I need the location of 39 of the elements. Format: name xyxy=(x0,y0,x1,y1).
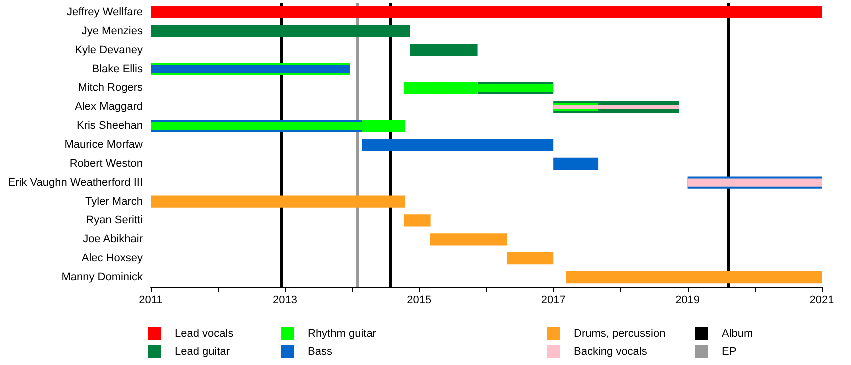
y-tick-label: Ryan Seritti xyxy=(86,214,143,227)
legend-label: Lead vocals xyxy=(175,328,234,340)
bar xyxy=(151,196,406,208)
bar xyxy=(404,214,431,227)
bar xyxy=(362,138,554,152)
y-tick-label: Alex Maggard xyxy=(75,101,143,114)
legend-label: Bass xyxy=(308,346,332,358)
y-tick-label: Blake Ellis xyxy=(92,63,144,76)
y-tick-label: Erik Vaughn Weatherford III xyxy=(8,176,143,189)
legend-label: Drums, percussion xyxy=(574,328,666,340)
bar xyxy=(410,44,478,56)
y-tick-label: Manny Dominick xyxy=(62,272,144,284)
legend-label: EP xyxy=(722,346,737,358)
bar xyxy=(430,234,508,246)
y-tick-label: Alec Hoxsey xyxy=(82,252,144,265)
y-tick-label: Mitch Rogers xyxy=(78,82,144,94)
legend-label: Backing vocals xyxy=(574,346,648,358)
x-tick-label: 2019 xyxy=(676,294,700,306)
y-tick-label: Kris Sheehan xyxy=(76,120,143,132)
bar xyxy=(151,25,410,38)
bar xyxy=(507,252,554,265)
y-tick-label: Maurice Morfaw xyxy=(64,139,144,151)
x-tick-label: 2021 xyxy=(810,294,834,306)
y-tick-label: Tyler March xyxy=(86,196,143,208)
x-tick-label: 2017 xyxy=(541,294,566,306)
bar xyxy=(566,271,822,284)
x-tick-label: 2015 xyxy=(407,294,432,306)
y-tick-label: Robert Weston xyxy=(70,158,143,170)
legend-label: Lead guitar xyxy=(175,346,230,358)
bar xyxy=(554,158,599,170)
legend-label: Rhythm guitar xyxy=(308,328,376,340)
bar xyxy=(151,6,822,19)
x-tick-label: 2013 xyxy=(272,294,298,306)
y-tick-label: Jye Menzies xyxy=(82,25,144,38)
y-tick-label: Kyle Devaney xyxy=(75,44,144,56)
x-tick-label: 2011 xyxy=(139,294,163,306)
y-tick-label: Jeffrey Wellfare xyxy=(66,6,143,18)
legend-label: Album xyxy=(722,328,754,340)
y-tick-label: Joe Abikhair xyxy=(83,234,144,246)
